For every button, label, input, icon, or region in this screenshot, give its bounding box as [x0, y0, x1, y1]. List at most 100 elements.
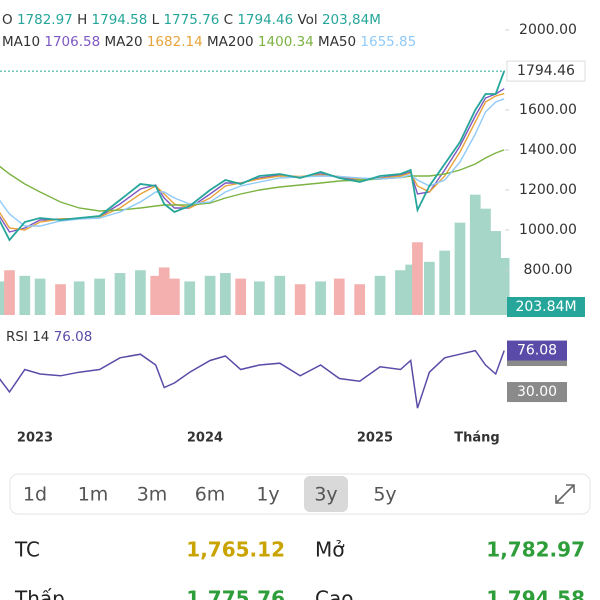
- ma-line: [0, 92, 505, 231]
- volume-bar: [4, 270, 15, 315]
- ma-value: 1706.58: [44, 34, 100, 50]
- volume-bar: [254, 281, 265, 315]
- volume-bar: [315, 281, 326, 315]
- range-selected: [304, 476, 348, 512]
- price-line: [0, 70, 506, 242]
- volume-bar: [204, 275, 216, 315]
- volume-tag: [507, 297, 585, 317]
- quote-value: 1,775.76: [186, 587, 285, 600]
- y-tick-label: 1400.00: [519, 142, 577, 158]
- volume-label: Vol: [297, 12, 317, 28]
- rsi-tag-label: 76.08: [517, 343, 557, 359]
- y-tick-label: 1200.00: [519, 182, 577, 198]
- volume-bar: [439, 250, 451, 315]
- quote-label: Thấp: [14, 587, 65, 600]
- volume-value: 203,84M: [322, 12, 381, 28]
- ma-header: MA10 1706.58 MA20 1682.14 MA200 1400.34 …: [2, 34, 416, 50]
- ohlc-value: 1775.76: [163, 12, 219, 28]
- ohlc-label: C: [224, 12, 233, 28]
- volume-bar: [94, 278, 105, 315]
- volume-bar: [34, 278, 46, 315]
- range-button[interactable]: 5y: [373, 484, 396, 506]
- ma-value: 1682.14: [147, 34, 203, 50]
- volume-bar: [424, 261, 435, 315]
- range-button[interactable]: 3y: [314, 484, 337, 506]
- ma-line: [0, 98, 505, 227]
- quote-value: 1,794.58: [486, 587, 585, 600]
- volume-bar: [490, 231, 502, 315]
- volume-bar: [114, 273, 126, 315]
- quote-label: Cao: [315, 587, 353, 600]
- volume-bar: [354, 284, 366, 315]
- rsi-tag: [507, 340, 567, 361]
- close-tag: [506, 60, 586, 82]
- ma-name: MA50: [318, 34, 356, 50]
- ma-value: 1400.34: [258, 34, 314, 50]
- range-button[interactable]: 6m: [195, 484, 226, 506]
- ohlc-label: O: [2, 12, 13, 28]
- quote-value: 1,782.97: [486, 538, 585, 562]
- volume-bar: [498, 257, 510, 315]
- ohlc-value: 1794.58: [92, 12, 148, 28]
- expand-arrows: [555, 484, 575, 504]
- rsi-level-tag: [507, 382, 567, 403]
- volume-bar: [158, 267, 170, 315]
- rsi-value: 76.08: [54, 329, 93, 345]
- rsi-header: RSI 14 76.08: [6, 329, 92, 345]
- expand-icon[interactable]: [555, 484, 575, 504]
- ma-name: MA200: [207, 34, 254, 50]
- ohlc-header: O 1782.97 H 1794.58 L 1775.76 C 1794.46 …: [2, 12, 381, 28]
- range-button[interactable]: 1y: [256, 484, 279, 506]
- ohlc-value: 1794.46: [237, 12, 293, 28]
- y-tick-label: 1600.00: [519, 102, 577, 118]
- x-tick-label: 2024: [187, 431, 223, 446]
- quote-label: Mở: [315, 538, 345, 562]
- volume-bar: [469, 194, 481, 315]
- rsi-name: RSI 14: [6, 329, 49, 345]
- ohlc-label: H: [77, 12, 87, 28]
- rsi-level-label: 30.00: [517, 384, 557, 400]
- x-tick-label: Tháng: [454, 431, 499, 446]
- ma-line: [0, 88, 505, 233]
- volume-bar: [405, 264, 417, 315]
- range-bar: [9, 473, 591, 515]
- rsi-line: [0, 349, 505, 409]
- volume-bar: [135, 270, 146, 315]
- x-tick-label: 2025: [357, 431, 393, 446]
- volume-bar: [294, 284, 306, 315]
- ohlc-label: L: [152, 12, 160, 28]
- y-tick-label: 800.00: [524, 262, 573, 278]
- volume-bar: [235, 278, 247, 315]
- y-tick-label: 2000.00: [519, 22, 577, 38]
- ohlc-value: 1782.97: [17, 12, 73, 28]
- volume-bar: [220, 273, 231, 315]
- y-tick-label: 1000.00: [519, 222, 577, 238]
- ma-value: 1655.85: [360, 34, 416, 50]
- volume-bar: [0, 281, 5, 315]
- volume-bar: [374, 275, 386, 315]
- volume-bar: [73, 281, 85, 315]
- range-button[interactable]: 1d: [23, 484, 47, 506]
- volume-bar: [480, 208, 491, 315]
- x-tick-label: 2023: [17, 431, 53, 446]
- range-button[interactable]: 3m: [137, 484, 168, 506]
- ma-name: MA10: [2, 34, 40, 50]
- quote-label: TC: [14, 538, 40, 562]
- ma-name: MA20: [104, 34, 142, 50]
- volume-bar: [333, 278, 345, 315]
- volume-bar: [274, 275, 286, 315]
- volume-tag-label: 203.84M: [515, 299, 576, 315]
- range-button[interactable]: 1m: [78, 484, 109, 506]
- volume-bar: [184, 281, 196, 315]
- ma-line: [0, 149, 505, 212]
- volume-bar: [169, 278, 180, 315]
- volume-bar: [150, 275, 162, 315]
- quote-value: 1,765.12: [186, 538, 285, 562]
- volume-bar: [395, 270, 406, 315]
- volume-bar: [19, 275, 31, 315]
- volume-bar: [55, 284, 66, 315]
- close-tag-label: 1794.46: [517, 63, 575, 79]
- volume-bar: [454, 222, 466, 315]
- volume-bar: [412, 242, 423, 315]
